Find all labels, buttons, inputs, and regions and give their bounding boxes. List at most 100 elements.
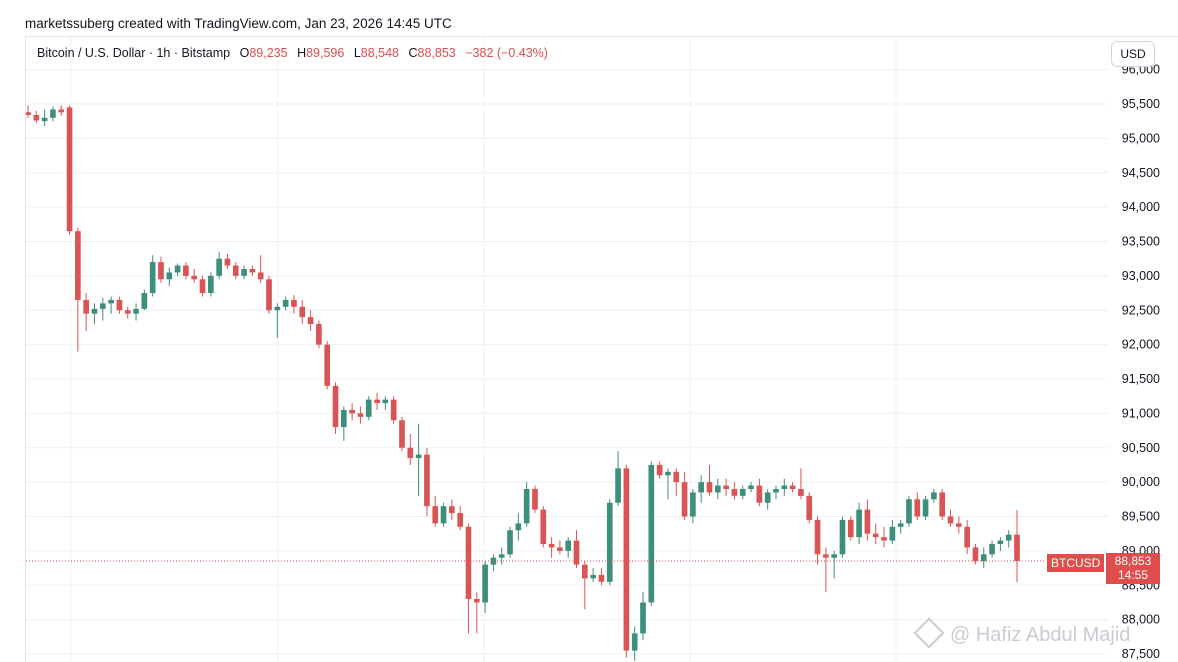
candle-body bbox=[324, 344, 331, 386]
candle-body bbox=[673, 471, 680, 483]
candle-body bbox=[332, 385, 339, 428]
candle-body bbox=[598, 574, 605, 582]
candle-body bbox=[141, 293, 148, 309]
candle-body bbox=[789, 485, 796, 489]
candle-body bbox=[307, 317, 314, 324]
chart-credit: marketssuberg created with TradingView.c… bbox=[25, 16, 452, 31]
symbol-legend: Bitcoin / U.S. Dollar · 1h · Bitstamp O 8… bbox=[35, 45, 550, 61]
candle-body bbox=[208, 275, 214, 294]
candle-body bbox=[731, 489, 738, 496]
symbol-name: Bitcoin / U.S. Dollar · 1h · Bitstamp bbox=[37, 46, 231, 60]
candle-body bbox=[540, 509, 547, 544]
y-tick-label: 92,500 bbox=[1122, 303, 1160, 317]
candle-body bbox=[756, 485, 763, 503]
candle-body bbox=[964, 526, 970, 548]
bar-countdown: 14:55 bbox=[1117, 568, 1149, 582]
y-tick-label: 95,500 bbox=[1122, 97, 1160, 111]
y-tick-label: 93,000 bbox=[1122, 269, 1160, 283]
candle-body bbox=[947, 516, 954, 524]
candle-body bbox=[216, 258, 222, 276]
candle-body bbox=[681, 482, 688, 517]
y-tick-label: 90,500 bbox=[1122, 441, 1160, 455]
candle-body bbox=[407, 447, 414, 459]
candle-body bbox=[357, 413, 364, 417]
candle-body bbox=[498, 554, 505, 558]
candle-body bbox=[640, 602, 646, 634]
candle-body bbox=[482, 564, 488, 603]
candle-body bbox=[690, 492, 696, 517]
candle-body bbox=[532, 489, 538, 510]
watermark-text: @ Hafiz Abdul Majid bbox=[950, 624, 1131, 646]
candle-body bbox=[415, 454, 422, 459]
candle-body bbox=[166, 272, 173, 280]
candle-body bbox=[83, 299, 90, 314]
candle-body bbox=[806, 495, 813, 520]
candle-body bbox=[698, 482, 705, 493]
y-tick-label: 88,000 bbox=[1122, 613, 1160, 627]
candle-body bbox=[781, 485, 788, 489]
last-price-value: 88,853 bbox=[1114, 554, 1152, 568]
y-tick-label: 91,000 bbox=[1122, 406, 1160, 420]
chart-area[interactable]: 87,500 88,000 88,500 89,000 89,500 90,000 90,5… bbox=[25, 36, 1178, 662]
candle-body bbox=[590, 574, 596, 579]
candle-body bbox=[116, 299, 123, 311]
candle-body bbox=[33, 115, 40, 121]
open-label: O bbox=[239, 46, 250, 60]
candle-body bbox=[149, 262, 156, 294]
candle-body bbox=[548, 544, 555, 548]
candle-body bbox=[232, 265, 239, 276]
candle-body bbox=[199, 279, 206, 294]
candle-body bbox=[457, 513, 463, 527]
close-value: 88,853 bbox=[417, 46, 456, 60]
candle-body bbox=[881, 537, 887, 541]
candle-body bbox=[274, 306, 281, 311]
candle-body bbox=[108, 299, 114, 304]
candle-body bbox=[989, 544, 995, 555]
candle-body bbox=[872, 533, 879, 538]
candle-body bbox=[316, 324, 322, 345]
candle-body bbox=[490, 557, 497, 565]
candle-body bbox=[515, 523, 522, 531]
currency-button[interactable]: USD bbox=[1111, 41, 1155, 67]
candle-body bbox=[773, 489, 779, 493]
candle-body bbox=[507, 530, 513, 555]
candle-body bbox=[41, 117, 48, 122]
candle-body bbox=[972, 547, 979, 562]
candle-body bbox=[133, 308, 139, 314]
candle-body bbox=[249, 269, 256, 273]
candle-body bbox=[465, 526, 472, 599]
candle-body bbox=[980, 554, 987, 562]
candle-body bbox=[224, 258, 231, 266]
candle-body bbox=[847, 519, 854, 538]
candle-body bbox=[424, 454, 430, 507]
candle-body bbox=[432, 506, 439, 524]
candle-body bbox=[723, 485, 729, 489]
candle-body bbox=[241, 269, 247, 276]
candle-body bbox=[856, 509, 862, 538]
candle-body bbox=[656, 464, 663, 476]
y-tick-label: 89,500 bbox=[1122, 510, 1160, 524]
candle-body bbox=[582, 564, 588, 579]
close-label: C bbox=[408, 46, 418, 60]
candle-body bbox=[615, 468, 621, 503]
y-tick-label: 95,000 bbox=[1122, 131, 1160, 145]
candle-body bbox=[839, 519, 846, 555]
candle-body bbox=[714, 485, 721, 493]
candle-body bbox=[573, 540, 580, 565]
change-value: −382 (−0.43%) bbox=[465, 46, 548, 60]
y-tick-label: 93,500 bbox=[1122, 235, 1160, 249]
candle-body bbox=[124, 310, 131, 314]
candle-body bbox=[449, 506, 455, 514]
low-label: L bbox=[353, 46, 361, 60]
high-label: H bbox=[297, 46, 307, 60]
candlestick-chart[interactable]: 87,50088,00088,50089,00089,50090,00090,5… bbox=[26, 37, 1178, 662]
candle-body bbox=[665, 471, 671, 476]
candle-body bbox=[50, 109, 56, 118]
candle-body bbox=[823, 554, 829, 558]
candle-body bbox=[906, 499, 912, 524]
candle-body bbox=[390, 399, 397, 421]
candle-body bbox=[706, 482, 713, 493]
ticker-tag: BTCUSD bbox=[1047, 554, 1105, 572]
high-value: 89,596 bbox=[306, 46, 345, 60]
candle-body bbox=[399, 420, 405, 448]
